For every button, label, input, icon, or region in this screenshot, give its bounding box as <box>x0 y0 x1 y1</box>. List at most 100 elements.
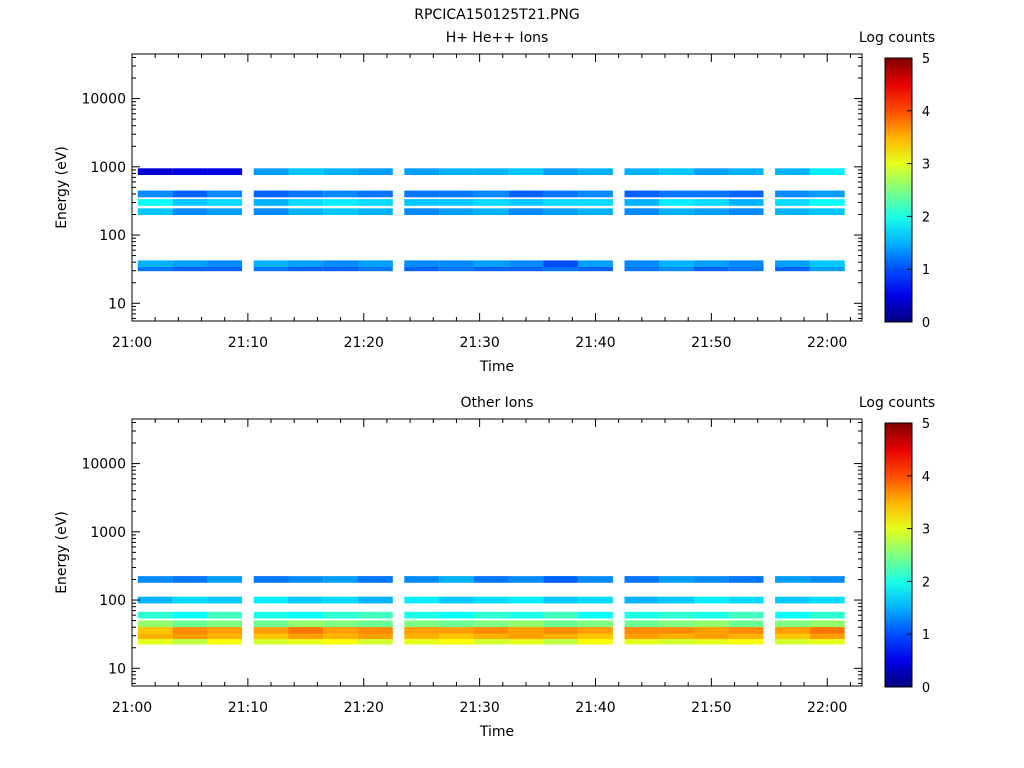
colorbar-tick-label: 4 <box>922 470 930 485</box>
heatmap-cell <box>172 611 208 619</box>
colorbar-tick-label: 2 <box>922 210 930 225</box>
heatmap-cell <box>543 632 579 640</box>
heatmap-cell <box>358 260 393 268</box>
heatmap-cell <box>775 199 810 206</box>
heatmap-cell <box>439 168 474 175</box>
heatmap-cell <box>207 190 243 198</box>
heatmap-cell <box>508 190 544 198</box>
heatmap-cell <box>543 627 579 634</box>
colorbar-tick-label: 5 <box>922 52 930 67</box>
heatmap-cell <box>694 260 729 268</box>
heatmap-cell <box>172 627 208 634</box>
heatmap-cell <box>172 632 208 640</box>
y-tick-label: 100 <box>99 228 126 244</box>
heatmap-cell <box>473 208 509 215</box>
heatmap-cell <box>578 620 613 628</box>
heatmap-cells <box>137 576 845 645</box>
heatmap-cell <box>508 637 544 645</box>
heatmap-cell <box>253 576 289 583</box>
heatmap-cell <box>508 208 544 215</box>
heatmap-cell <box>404 208 440 215</box>
colorbar-tick-label: 1 <box>922 263 930 278</box>
colorbar-tick-label: 1 <box>922 628 930 643</box>
heatmap-cell <box>137 190 173 198</box>
heatmap-cell <box>288 611 324 619</box>
heatmap-cell <box>439 611 474 619</box>
heatmap-cell <box>694 199 729 206</box>
heatmap-cell <box>207 168 243 175</box>
heatmap-cell <box>775 168 810 175</box>
heatmap-cell <box>404 190 440 198</box>
heatmap-cell <box>253 168 289 175</box>
heatmap-cell <box>323 611 358 619</box>
heatmap-cell <box>137 627 173 634</box>
heatmap-cell <box>659 208 694 215</box>
heatmap-cell <box>659 596 694 604</box>
heatmap-cell <box>694 637 729 645</box>
y-tick-label: 10 <box>108 661 126 677</box>
heatmap-cell <box>728 632 764 640</box>
heatmap-cell <box>728 627 764 634</box>
heatmap-cell <box>775 637 810 645</box>
colorbar-tick-label: 5 <box>922 417 930 432</box>
heatmap-cell <box>404 596 440 604</box>
heatmap-cell <box>323 260 358 268</box>
heatmap-cell <box>508 596 544 604</box>
heatmap-cell <box>543 168 579 175</box>
heatmap-cell <box>323 264 358 272</box>
heatmap-cell <box>137 611 173 619</box>
heatmap-cell <box>578 576 613 583</box>
heatmap-cell <box>288 208 324 215</box>
heatmap-cell <box>775 208 810 215</box>
heatmap-cell <box>358 190 393 198</box>
heatmap-cell <box>624 637 660 645</box>
heatmap-cell <box>172 596 208 604</box>
heatmap-cell <box>137 168 173 175</box>
heatmap-cell <box>508 199 544 206</box>
heatmap-cell <box>439 199 474 206</box>
heatmap-cell <box>694 168 729 175</box>
heatmap-cell <box>809 627 845 634</box>
heatmap-cell <box>578 627 613 634</box>
heatmap-cell <box>288 199 324 206</box>
heatmap-cell <box>207 576 243 583</box>
colorbar-scale <box>884 422 913 688</box>
heatmap-cell <box>358 611 393 619</box>
heatmap-cell <box>172 637 208 645</box>
heatmap-cell <box>253 627 289 634</box>
heatmap-cell <box>543 199 579 206</box>
heatmap-cell <box>323 208 358 215</box>
heatmap-cell <box>728 596 764 604</box>
heatmap-cell <box>172 576 208 583</box>
heatmap-cell <box>288 260 324 268</box>
heatmap-cell <box>172 190 208 198</box>
heatmap-cell <box>728 208 764 215</box>
heatmap-cell <box>809 190 845 198</box>
heatmap-cell <box>137 208 173 215</box>
heatmap-cell <box>323 637 358 645</box>
heatmap-cell <box>624 576 660 583</box>
heatmap-cell <box>137 596 173 604</box>
x-tick-label: 21:50 <box>691 335 731 351</box>
heatmap-cell <box>137 620 173 628</box>
colorbar-tick-label: 3 <box>922 523 930 538</box>
heatmap-cell <box>207 596 243 604</box>
heatmap-cell <box>659 264 694 272</box>
x-tick-label: 21:40 <box>575 335 615 351</box>
heatmap-cell <box>624 264 660 272</box>
heatmap-cell <box>578 611 613 619</box>
heatmap-cell <box>207 260 243 268</box>
heatmap-cell <box>439 596 474 604</box>
heatmap-cell <box>728 260 764 268</box>
heatmap-cell <box>207 620 243 628</box>
heatmap-cell <box>775 260 810 268</box>
heatmap-cell <box>253 260 289 268</box>
heatmap-cell <box>543 637 579 645</box>
heatmap-cell <box>694 190 729 198</box>
heatmap-cell <box>253 199 289 206</box>
colorbar-tick-label: 0 <box>922 316 930 331</box>
colorbar: Log counts 0 1 2 3 4 5 <box>859 30 935 331</box>
heatmap-cell <box>404 632 440 640</box>
heatmap-cell <box>323 199 358 206</box>
heatmap-cell <box>809 260 845 268</box>
